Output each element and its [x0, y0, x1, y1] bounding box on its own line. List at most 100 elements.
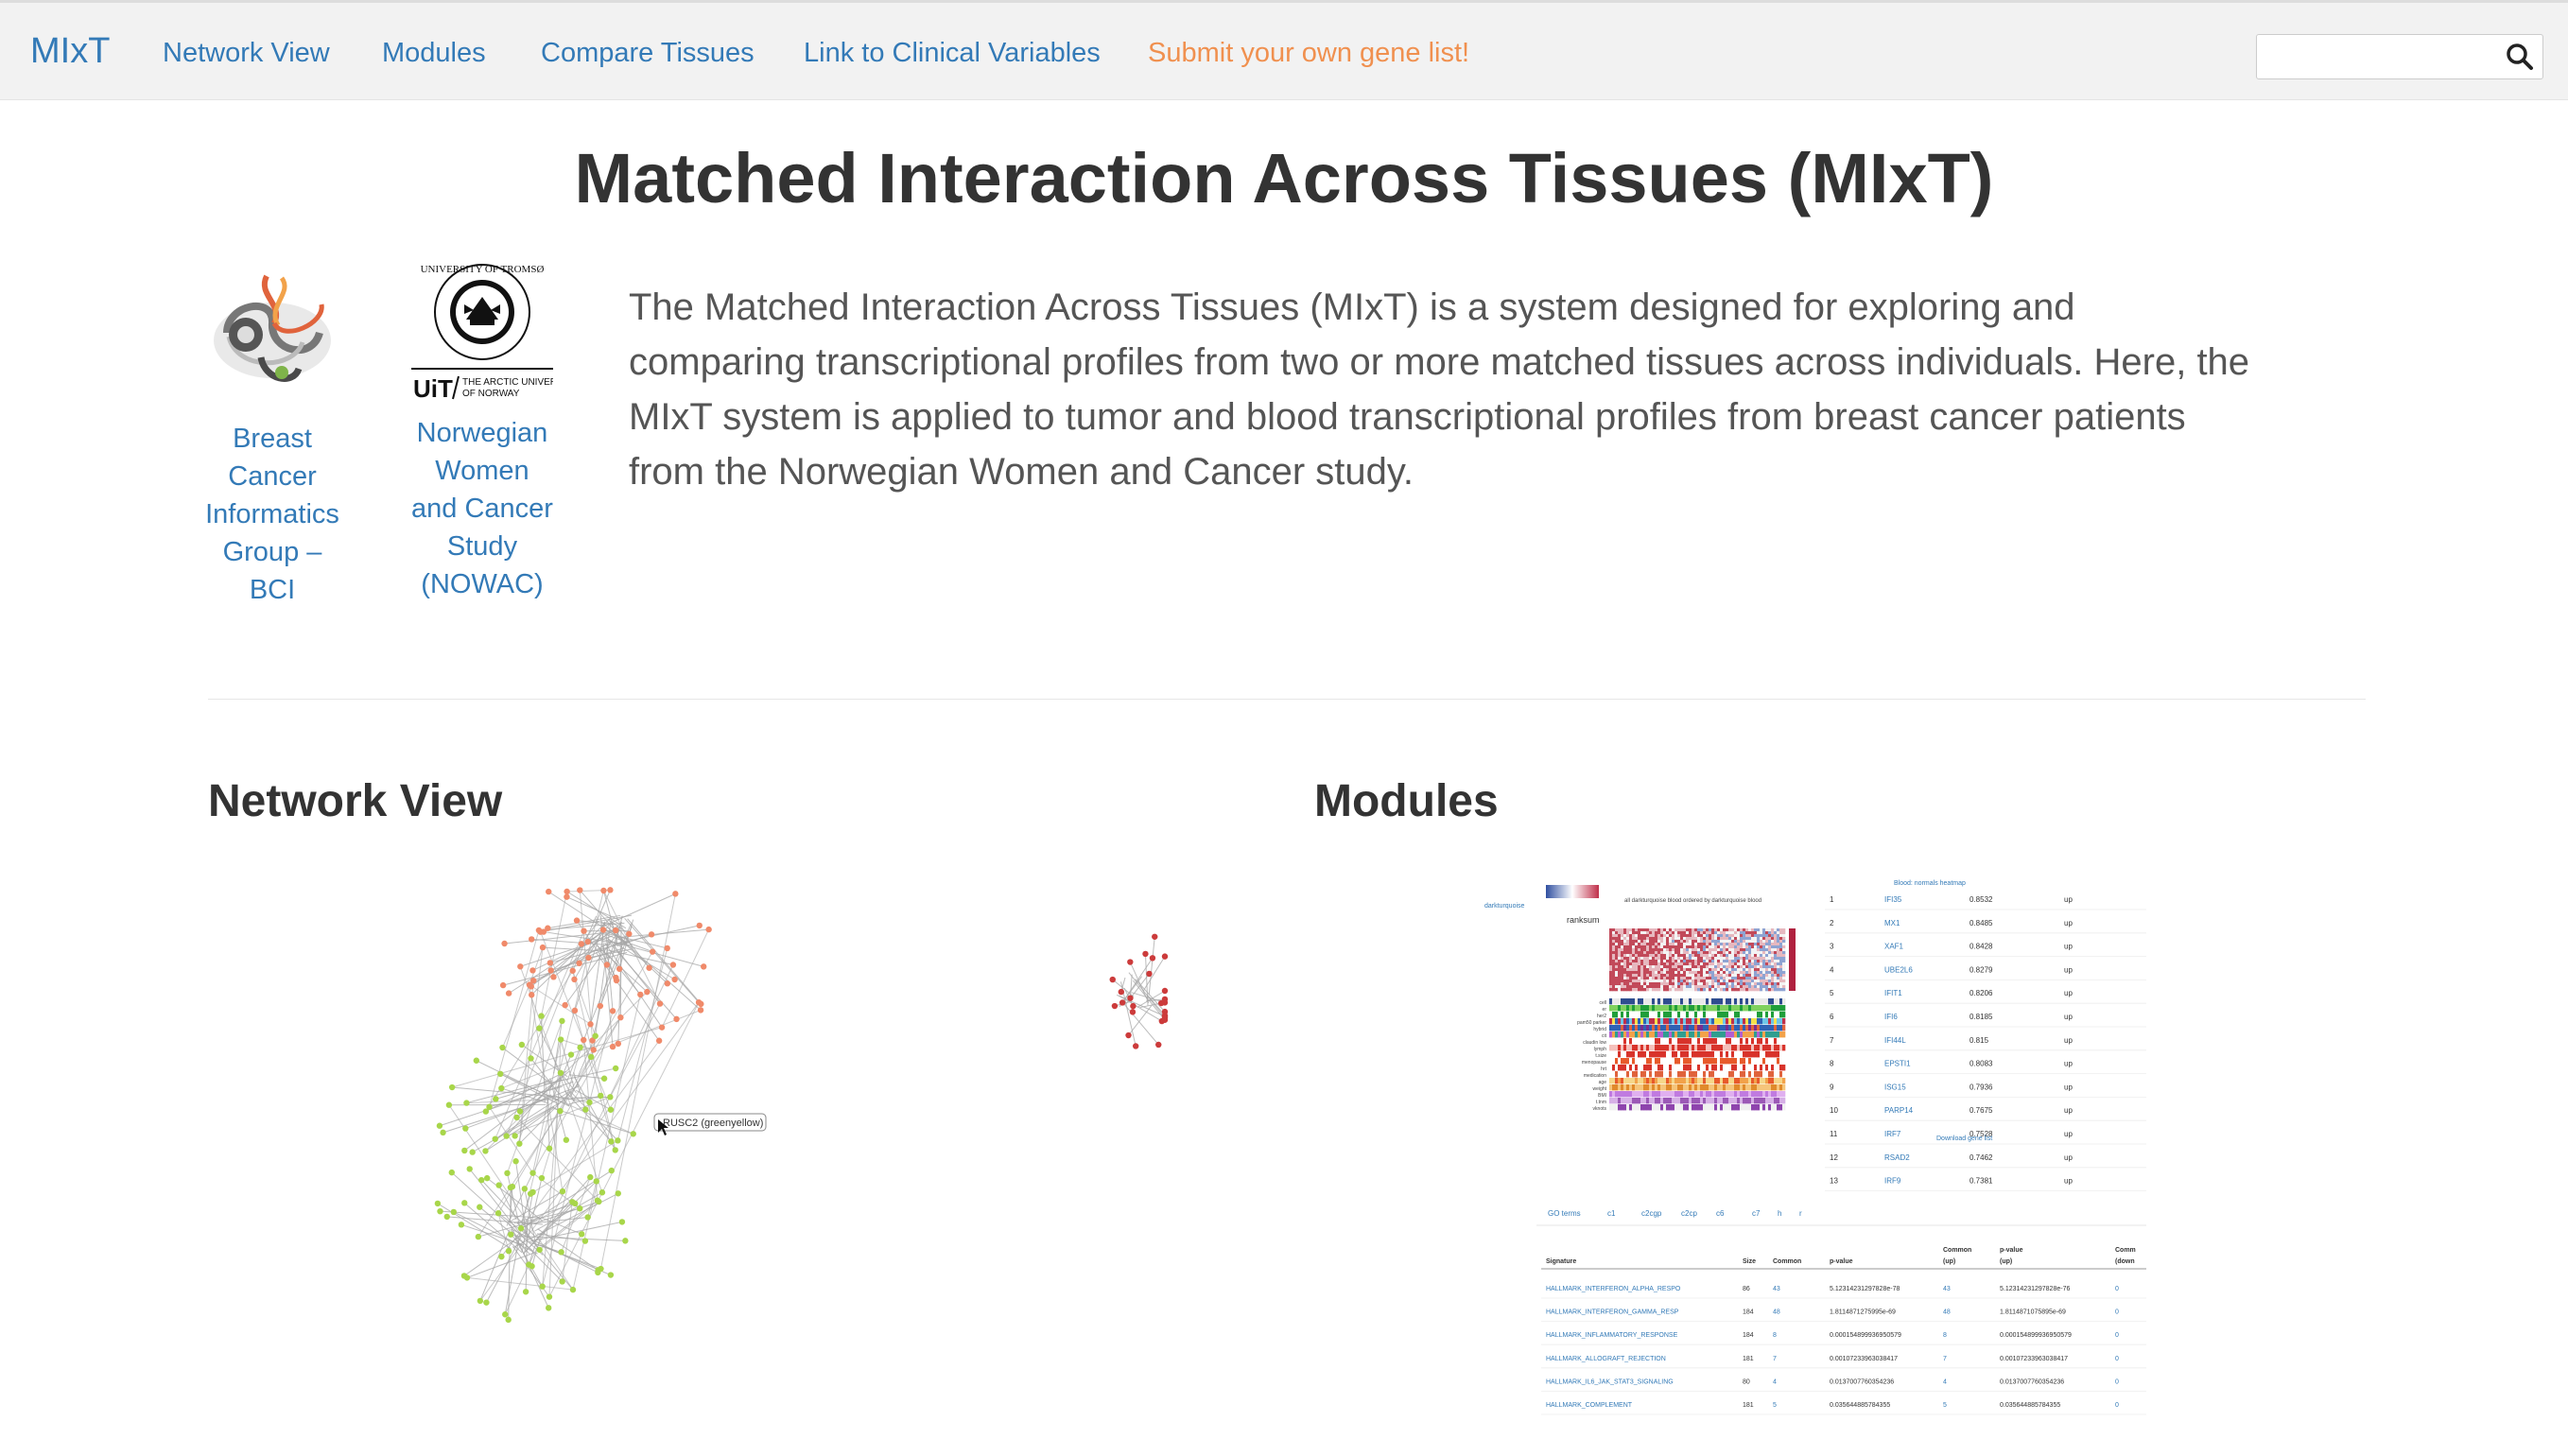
nav-submit-gene-list[interactable]: Submit your own gene list! [1148, 38, 1470, 68]
gene-link[interactable]: EPSTI1 [1884, 1060, 1911, 1068]
table-cell[interactable]: 0 [2115, 1378, 2119, 1385]
table-cell[interactable]: 5 [1943, 1402, 1947, 1409]
gene-link[interactable]: IFIT1 [1884, 989, 1902, 997]
gene-direction: up [2064, 1130, 2073, 1138]
gene-score: 0.8206 [1969, 989, 1993, 997]
table-header[interactable]: Common [1773, 1258, 1801, 1265]
uit-logo-icon[interactable]: UNIVERSITY OF TROMSØ UiT THE ARCTIC UNIV… [411, 259, 553, 403]
table-header[interactable]: p-value [2000, 1247, 2023, 1254]
table-cell[interactable]: 0 [2115, 1309, 2119, 1316]
signature-tabs: GO terms c1 c2cgp c2cp c6 c7 h r [1536, 1209, 2146, 1226]
table-cell[interactable]: 43 [1943, 1286, 1951, 1292]
search-input[interactable] [2257, 35, 2493, 78]
table-header[interactable]: Comm [2115, 1247, 2136, 1254]
network-view-heading[interactable]: Network View [208, 776, 503, 826]
table-cell[interactable]: 5 [1773, 1402, 1777, 1409]
signature-link[interactable]: HALLMARK_INTERFERON_ALPHA_RESPO [1546, 1286, 1681, 1292]
table-header[interactable]: p-value [1830, 1258, 1853, 1265]
gene-link[interactable]: ISG15 [1884, 1083, 1906, 1091]
signature-tab[interactable]: GO terms [1548, 1209, 1581, 1218]
clinical-tracks [1609, 998, 1786, 1111]
signature-tab[interactable]: r [1799, 1209, 1802, 1218]
signature-tab[interactable]: c2cp [1681, 1209, 1697, 1218]
download-gene-list-link[interactable]: Download gene list [1936, 1135, 1992, 1142]
gene-link[interactable]: IFI6 [1884, 1013, 1898, 1021]
gene-direction: up [2064, 1153, 2073, 1162]
nowac-logo-label[interactable]: Norwegian Women and Cancer Study (NOWAC) [411, 418, 553, 599]
gene-link[interactable]: XAF1 [1884, 943, 1904, 951]
ranksum-label: ranksum [1567, 915, 1600, 925]
gene-row: 11 IRF7 0.7528 up [1825, 1130, 2146, 1145]
network-tooltip: RUSC2 (greenyellow) [653, 1113, 767, 1132]
track-label: hrt [1601, 1066, 1606, 1072]
bci-logo-icon[interactable] [208, 267, 337, 399]
gene-link[interactable]: PARP14 [1884, 1106, 1914, 1115]
gene-link[interactable]: RSAD2 [1884, 1153, 1910, 1162]
legend-module-link[interactable]: darkturquoise [1484, 903, 1525, 910]
table-cell: 0.00107233963038417 [2000, 1356, 2068, 1362]
gene-direction: up [2064, 1013, 2073, 1021]
table-cell[interactable]: 4 [1773, 1378, 1777, 1385]
table-cell[interactable]: 8 [1943, 1332, 1947, 1339]
table-cell[interactable]: 4 [1943, 1378, 1947, 1385]
table-cell[interactable]: 7 [1943, 1356, 1947, 1362]
modules-preview[interactable]: darkturquoise all darkturquoise blood or… [1480, 874, 2160, 1416]
gene-link[interactable]: IFI44L [1884, 1036, 1906, 1045]
nav-compare-tissues[interactable]: Compare Tissues [541, 38, 755, 68]
gene-direction: up [2064, 895, 2073, 904]
table-header[interactable]: Signature [1546, 1258, 1576, 1265]
table-cell[interactable]: 7 [1773, 1356, 1777, 1362]
table-cell: 5.12314231297828e-78 [1830, 1286, 1900, 1292]
gene-rank: 12 [1830, 1153, 1838, 1162]
signature-link[interactable]: HALLMARK_IL6_JAK_STAT3_SIGNALING [1546, 1378, 1674, 1385]
table-cell[interactable]: 43 [1773, 1286, 1780, 1292]
modules-preview-graphic[interactable]: darkturquoise all darkturquoise blood or… [1480, 874, 2160, 1416]
gene-score: 0.7381 [1969, 1177, 1993, 1186]
table-cell[interactable]: 0 [2115, 1332, 2119, 1339]
signature-tab[interactable]: c1 [1607, 1209, 1616, 1218]
expression-heatmap [1609, 928, 1786, 992]
table-cell[interactable]: 48 [1943, 1309, 1951, 1316]
blood-heatmap-title[interactable]: Blood: normals heatmap [1894, 880, 1966, 887]
gene-rank: 9 [1830, 1083, 1834, 1091]
gene-link[interactable]: IRF7 [1884, 1130, 1901, 1138]
nav-link-clinical-variables[interactable]: Link to Clinical Variables [804, 38, 1101, 68]
signature-tab[interactable]: c2cgp [1641, 1209, 1662, 1218]
signature-link[interactable]: HALLMARK_INTERFERON_GAMMA_RESP [1546, 1309, 1679, 1316]
signature-link[interactable]: HALLMARK_INFLAMMATORY_RESPONSE [1546, 1332, 1678, 1339]
gene-link[interactable]: IRF9 [1884, 1177, 1901, 1186]
signature-tab[interactable]: c6 [1716, 1209, 1725, 1218]
signature-link[interactable]: HALLMARK_COMPLEMENT [1546, 1402, 1633, 1409]
bci-logo-label[interactable]: Breast Cancer Informatics Group – BCI [205, 424, 339, 605]
gene-link[interactable]: UBE2L6 [1884, 965, 1913, 974]
nav-modules[interactable]: Modules [382, 38, 486, 68]
table-cell: 0.035644885784355 [1830, 1402, 1890, 1409]
table-cell: 0.0137007760354236 [2000, 1378, 2064, 1385]
gene-row: 6 IFI6 0.8185 up [1825, 1013, 2146, 1028]
table-cell[interactable]: 0 [2115, 1356, 2119, 1362]
table-cell: 5.12314231297828e-76 [2000, 1286, 2070, 1292]
table-header[interactable]: Common [1943, 1247, 1971, 1254]
signature-link[interactable]: HALLMARK_ALLOGRAFT_REJECTION [1546, 1356, 1666, 1362]
nav-network-view[interactable]: Network View [163, 38, 330, 68]
table-cell[interactable]: 0 [2115, 1286, 2119, 1292]
network-preview[interactable]: RUSC2 (greenyellow) [397, 877, 1172, 1407]
network-graph[interactable]: RUSC2 (greenyellow) [397, 877, 1172, 1407]
table-cell[interactable]: 8 [1773, 1332, 1777, 1339]
table-cell[interactable]: 48 [1773, 1309, 1780, 1316]
gene-link[interactable]: MX1 [1884, 919, 1900, 927]
table-row: HALLMARK_INTERFERON_GAMMA_RESP 184 48 1.811… [1541, 1309, 2146, 1323]
uit-text-main: UiT [413, 374, 453, 403]
modules-heading[interactable]: Modules [1314, 776, 1499, 826]
table-cell[interactable]: 0 [2115, 1402, 2119, 1409]
search-button[interactable] [2503, 41, 2537, 75]
gene-score: 0.7675 [1969, 1106, 1993, 1115]
gene-rank: 1 [1830, 895, 1834, 904]
table-cell: 0.0137007760354236 [1830, 1378, 1894, 1385]
gene-link[interactable]: IFI35 [1884, 895, 1902, 904]
brand-link[interactable]: MIxT [30, 31, 111, 71]
signature-tab[interactable]: c7 [1752, 1209, 1761, 1218]
table-header[interactable]: Size [1743, 1258, 1756, 1265]
signature-tab[interactable]: h [1778, 1209, 1781, 1218]
track-label: vknots [1593, 1106, 1607, 1112]
